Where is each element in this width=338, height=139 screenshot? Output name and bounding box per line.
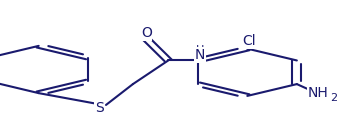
- Text: 2: 2: [330, 93, 337, 103]
- Text: Cl: Cl: [242, 34, 256, 48]
- Text: O: O: [141, 26, 152, 40]
- Text: H: H: [196, 45, 204, 55]
- Text: S: S: [95, 101, 104, 115]
- Text: NH: NH: [307, 86, 328, 100]
- Text: N: N: [195, 48, 206, 62]
